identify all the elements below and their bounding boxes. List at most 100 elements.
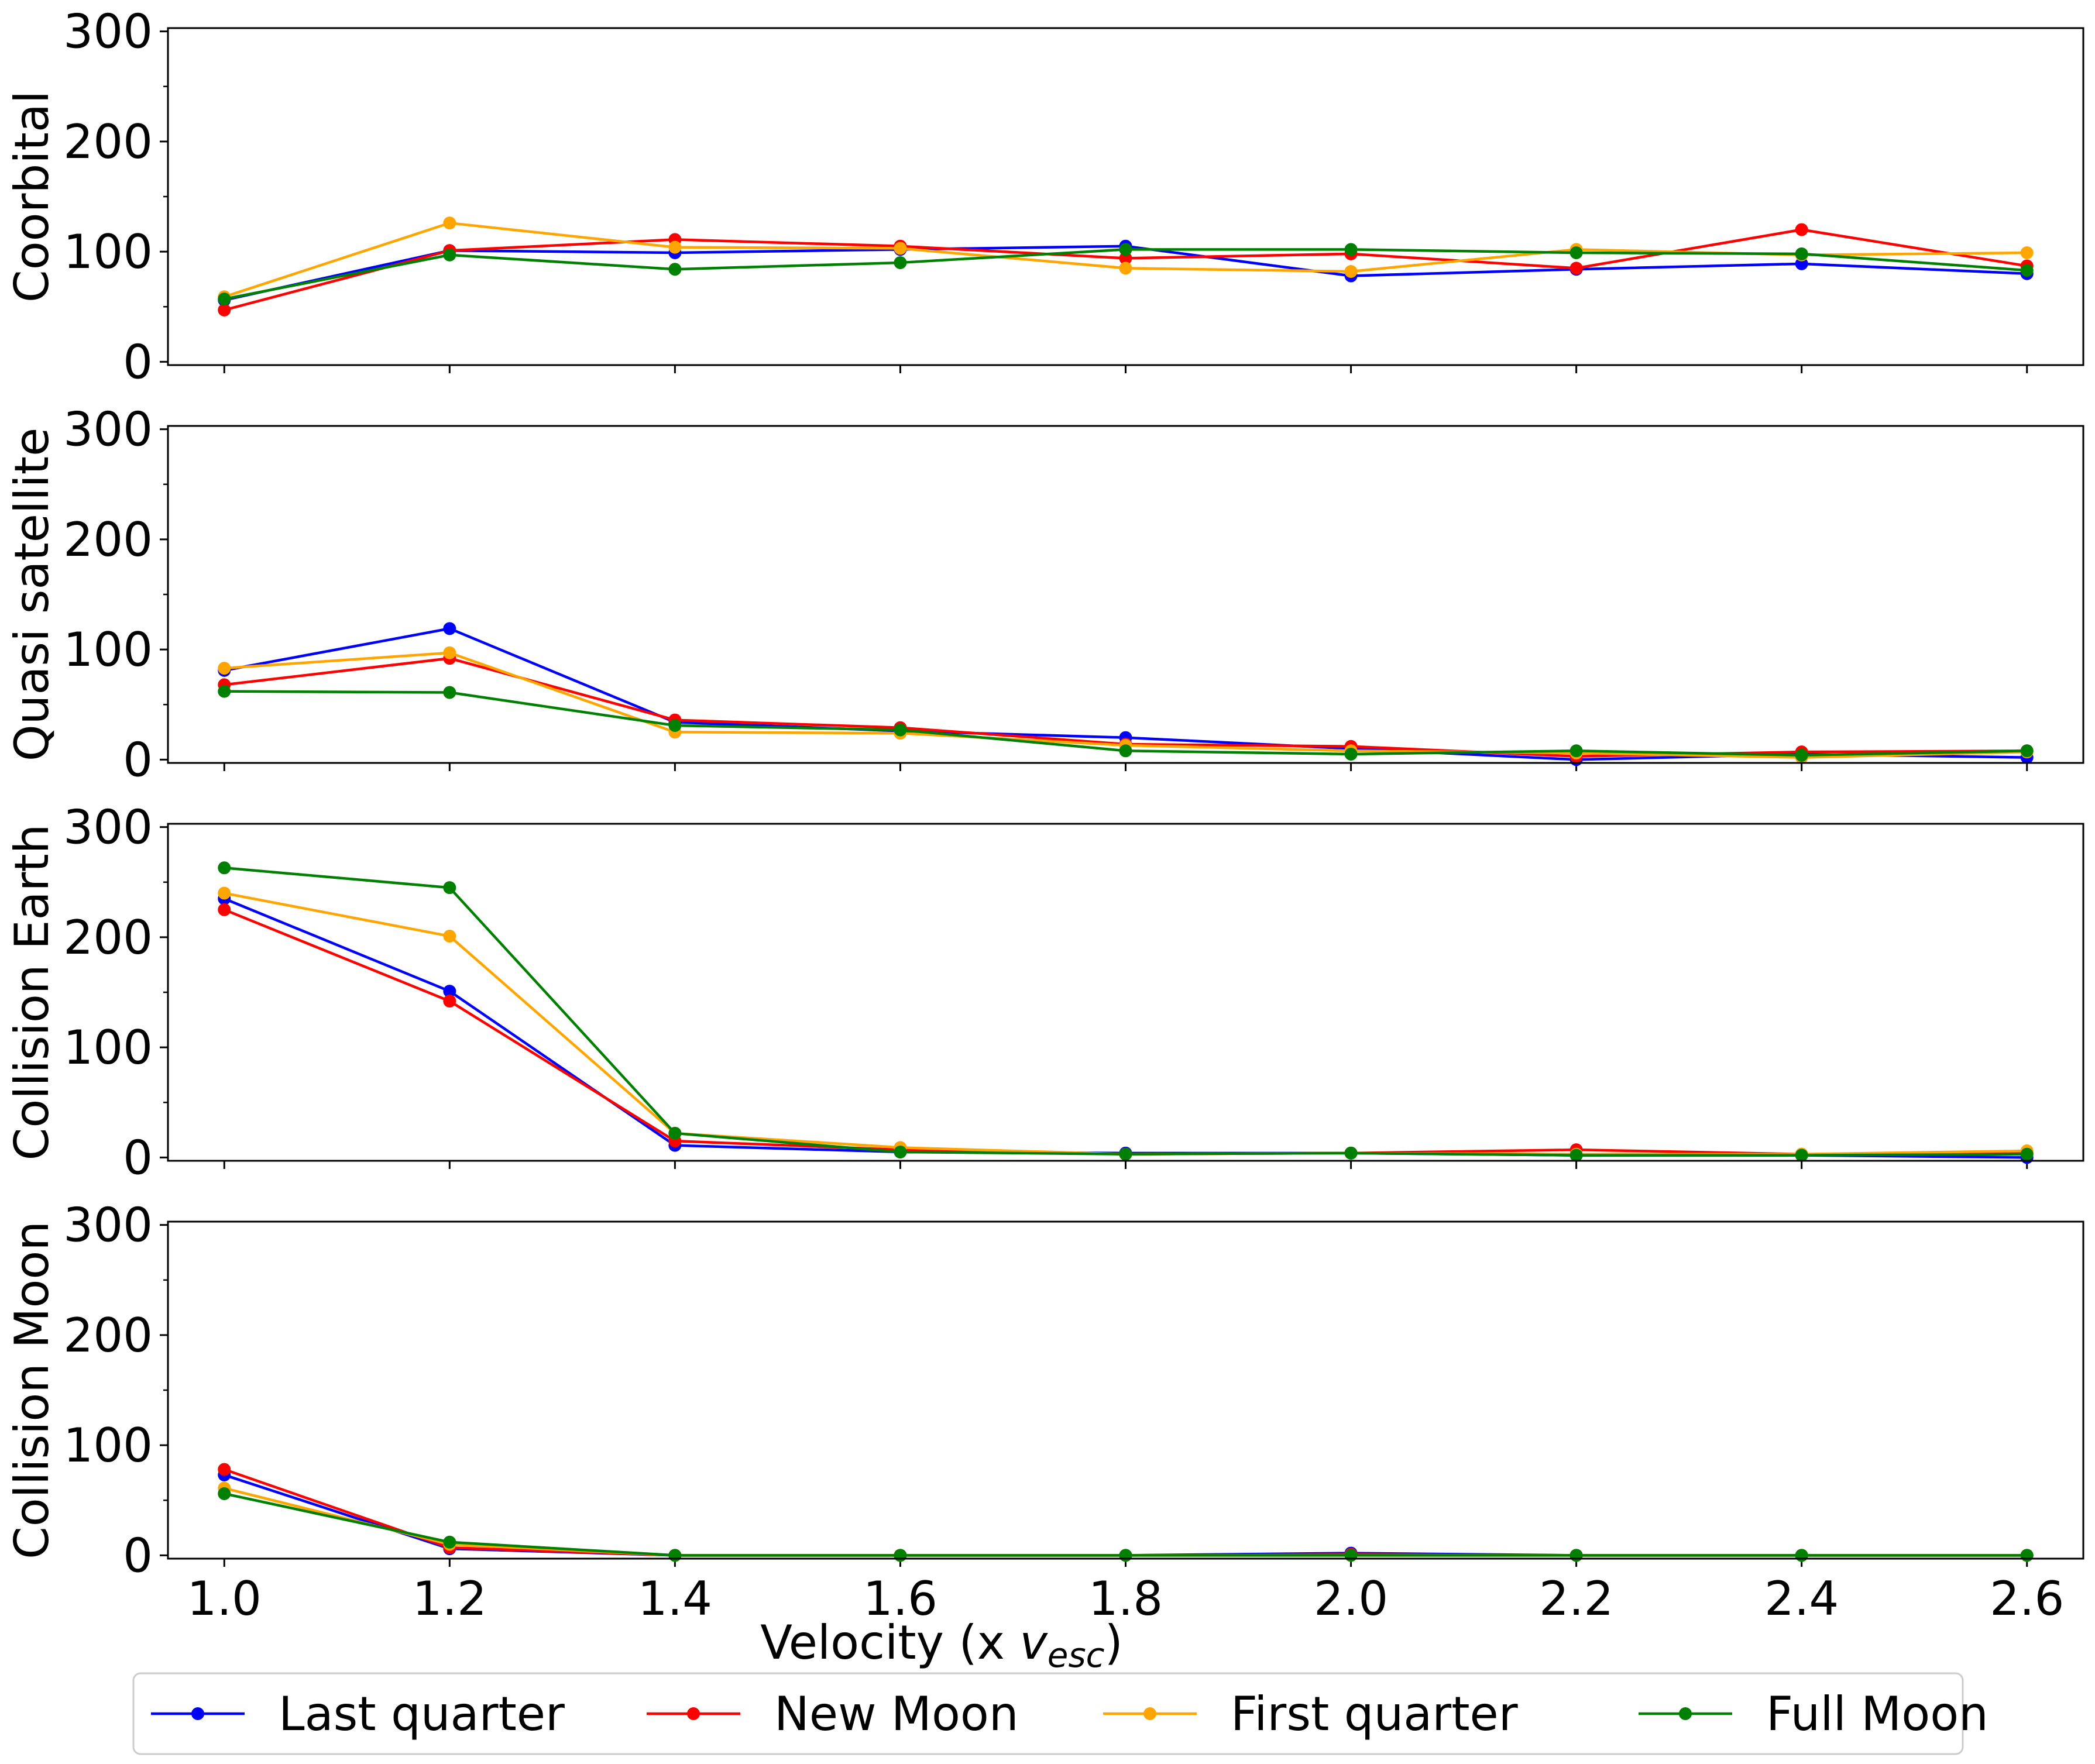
data-point [1569,1149,1583,1162]
y-axis-label: Quasi satellite [5,428,59,762]
y-tick-label: 100 [63,225,153,279]
data-point [1119,262,1132,275]
legend-label: Full Moon [1766,1687,1988,1741]
data-point [668,1126,682,1140]
data-point [1795,223,1808,236]
y-tick-label: 0 [123,335,153,389]
series-line [224,1473,2027,1557]
axes-frame [167,1220,2084,1560]
series-full-moon [218,861,2034,1162]
data-point [2020,1549,2034,1562]
x-tick-label: 2.6 [1990,1572,2064,1626]
data-point [1119,744,1132,758]
y-tick-label: 300 [63,5,153,59]
legend-swatch-marker [1143,1707,1156,1720]
data-point [1119,1147,1132,1161]
series-first-quarter [218,886,2034,1161]
data-point [894,1549,907,1562]
legend-label: Last quarter [279,1687,565,1741]
series-line [224,866,2027,1157]
y-tick-label: 0 [123,1130,153,1185]
data-point [894,242,907,255]
data-point [1795,1549,1808,1562]
data-point [1119,243,1132,256]
data-point [443,622,456,635]
legend-label: New Moon [774,1687,1019,1741]
data-point [1795,1149,1808,1162]
x-axis-label: Velocity (x vesc) [760,1615,1123,1675]
y-tick-label: 100 [63,1418,153,1473]
y-tick-label: 200 [63,513,153,567]
series-line [224,1468,2027,1557]
legend-swatch-marker [1679,1707,1692,1720]
data-point [1119,252,1132,265]
data-point [218,1487,231,1500]
series-full-moon [218,685,2034,762]
data-point [443,930,456,943]
axes-frame [167,823,2084,1162]
data-point [1795,257,1808,270]
data-point [218,1463,231,1476]
series-new-moon [218,903,2034,1161]
legend-item-first-quarter: First quarter [1103,1687,1518,1741]
y-tick-label: 300 [63,800,153,855]
data-point [1344,243,1358,256]
y-tick-label: 0 [123,1528,153,1583]
data-point [443,985,456,998]
legend: Last quarter New Moon First quarter Full Mo… [132,1672,1988,1755]
data-point [218,903,231,916]
data-point [1119,1549,1132,1562]
data-point [443,1535,456,1549]
data-point [218,685,231,698]
y-tick-label: 200 [63,115,153,169]
axes-frame [167,27,2084,366]
data-point [443,881,456,895]
x-tick-label: 1.8 [1088,1572,1163,1626]
y-tick-label: 200 [63,910,153,965]
x-tick-label: 1.2 [413,1572,487,1626]
series-full-moon [218,243,2034,306]
axes-frame [167,425,2084,764]
data-point [668,719,682,732]
data-point [2020,1147,2034,1161]
data-point [1344,1146,1358,1160]
legend-swatch-marker [687,1707,700,1720]
data-point [668,240,682,254]
data-point [1569,1549,1583,1562]
data-point [1569,246,1583,259]
data-point [668,1549,682,1562]
y-tick-label: 100 [63,1020,153,1075]
y-tick-label: 200 [63,1308,153,1363]
data-point [894,723,907,737]
legend-label: First quarter [1231,1687,1518,1741]
x-tick-label: 1.6 [863,1572,937,1626]
x-tick-label: 2.0 [1314,1572,1388,1626]
data-point [1569,744,1583,758]
series-line [224,908,2027,1156]
x-tick-label: 1.4 [638,1572,712,1626]
legend-swatch-marker [191,1707,204,1720]
data-point [443,248,456,262]
data-point [1344,1549,1358,1562]
data-point [2020,264,2034,277]
data-point [894,1145,907,1158]
series-line [224,892,2027,1156]
data-point [218,861,231,875]
x-tick-label: 2.2 [1539,1572,1613,1626]
data-point [218,303,231,317]
data-point [218,886,231,900]
data-point [894,256,907,269]
legend-item-new-moon: New Moon [647,1687,1019,1741]
data-point [218,293,231,306]
data-point [443,995,456,1008]
legend-item-last-quarter: Last quarter [151,1687,565,1741]
y-tick-label: 0 [123,733,153,787]
legend-frame [132,1672,1964,1755]
y-axis-label: Coorbital [5,91,59,302]
data-point [1344,747,1358,761]
